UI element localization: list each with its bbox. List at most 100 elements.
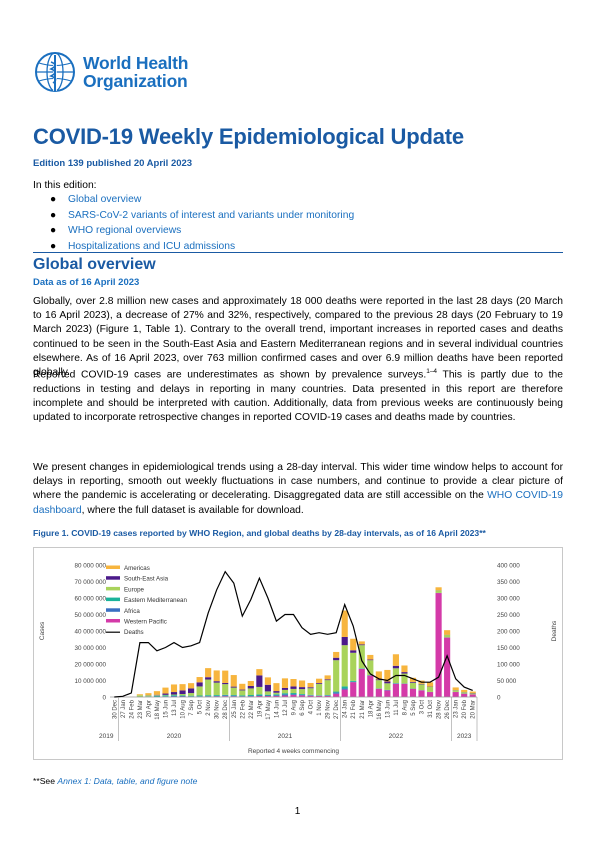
dashboard-link[interactable]: WHO COVID-19 dashboard bbox=[33, 490, 563, 516]
paragraph-text: This is partly due to the reductions in … bbox=[33, 369, 563, 424]
toc-item-variants[interactable]: ● SARS-CoV-2 variants of interest and var… bbox=[50, 208, 354, 224]
bar-segment-africa bbox=[333, 692, 340, 694]
edition-line: Edition 139 published 20 April 2023 bbox=[33, 158, 193, 169]
bar-segment-western-pacific bbox=[392, 683, 399, 697]
bar-segment-americas bbox=[298, 680, 306, 688]
bar-segment-south-east-asia bbox=[213, 681, 220, 683]
bar-segment-americas bbox=[264, 677, 271, 685]
bar-segment-americas bbox=[307, 682, 314, 688]
bar-segment-americas bbox=[452, 687, 459, 691]
toc-link[interactable]: Hospitalizations and ICU admissions bbox=[68, 240, 236, 252]
bar-segment-western-pacific bbox=[350, 682, 357, 697]
bar-segment-western-pacific bbox=[333, 693, 340, 697]
y-tick-label: 0 bbox=[102, 695, 106, 702]
bar-segment-americas bbox=[384, 669, 391, 682]
bar-segment-europe bbox=[469, 693, 476, 695]
bar-segment-south-east-asia bbox=[179, 690, 186, 695]
bar-segment-western-pacific bbox=[461, 693, 468, 697]
bar-segment-eastern-mediterranean bbox=[179, 695, 186, 697]
toc-item-global-overview[interactable]: ● Global overview bbox=[50, 192, 354, 208]
bar-segment-south-east-asia bbox=[264, 684, 271, 692]
bar-segment-americas bbox=[162, 687, 169, 694]
annex-link[interactable]: Annex 1: Data, table, and figure note bbox=[57, 776, 198, 786]
data-as-of-label: Data as of 16 April 2023 bbox=[33, 277, 140, 288]
who-emblem-icon bbox=[35, 52, 75, 92]
reference-superscript: 1–4 bbox=[426, 368, 438, 375]
x-tick-label: 20 Apr bbox=[146, 700, 152, 717]
bar-segment-europe bbox=[264, 691, 271, 695]
bar-segment-south-east-asia bbox=[170, 692, 178, 695]
bar-segment-europe bbox=[196, 686, 203, 696]
bar-segment-americas bbox=[469, 691, 476, 694]
bullet-icon: ● bbox=[50, 225, 57, 236]
section-heading: Global overview bbox=[33, 256, 156, 273]
bar-segment-americas bbox=[409, 677, 417, 682]
bar-segment-africa bbox=[230, 695, 237, 697]
bar-segment-eastern-mediterranean bbox=[196, 695, 203, 697]
bar-segment-western-pacific bbox=[452, 692, 459, 697]
bar-segment-eastern-mediterranean bbox=[281, 693, 289, 695]
year-label: 2022 bbox=[389, 733, 404, 740]
x-tick-label: 13 Jul bbox=[172, 700, 178, 716]
bar-segment-western-pacific bbox=[358, 668, 365, 697]
y2-tick-label: 250 000 bbox=[497, 612, 520, 619]
bullet-icon: ● bbox=[50, 209, 57, 221]
x-tick-label: 5 Oct bbox=[198, 700, 204, 715]
bar-segment-eastern-mediterranean bbox=[162, 695, 169, 697]
bar-segment-americas bbox=[435, 587, 442, 591]
toc-item-hospitalizations[interactable]: ● Hospitalizations and ICU admissions bbox=[50, 239, 354, 255]
bar-segment-europe bbox=[170, 694, 178, 696]
bar-segment-americas bbox=[350, 638, 357, 651]
y2-tick-label: 150 000 bbox=[497, 645, 520, 652]
x-tick-label: 23 Jan bbox=[454, 700, 460, 718]
bar-segment-western-pacific bbox=[298, 695, 306, 697]
bar-segment-western-pacific bbox=[341, 689, 348, 697]
bar-segment-south-east-asia bbox=[222, 682, 229, 685]
in-this-edition-label: In this edition: bbox=[33, 180, 97, 191]
bar-segment-eastern-mediterranean bbox=[188, 695, 195, 697]
bar-segment-europe bbox=[281, 689, 289, 694]
legend-label: South-East Asia bbox=[124, 576, 169, 583]
bar-segment-europe bbox=[230, 687, 237, 696]
bar-segment-western-pacific bbox=[222, 696, 229, 697]
bar-segment-europe bbox=[418, 684, 425, 691]
bar-segment-americas bbox=[426, 682, 434, 687]
bullet-icon: ● bbox=[50, 194, 57, 205]
bar-segment-americas bbox=[333, 651, 340, 658]
bar-segment-americas bbox=[230, 675, 237, 687]
bar-segment-americas bbox=[239, 683, 246, 690]
bar-segment-europe bbox=[307, 688, 314, 695]
bar-segment-americas bbox=[358, 641, 365, 645]
x-tick-label: 18 Apr bbox=[368, 700, 374, 717]
bar-segment-south-east-asia bbox=[307, 687, 314, 689]
bar-segment-south-east-asia bbox=[205, 677, 212, 680]
bar-segment-western-pacific bbox=[307, 695, 314, 697]
paragraph-text: Reported COVID-19 cases are underestimat… bbox=[33, 369, 427, 381]
section-divider bbox=[33, 252, 563, 253]
bar-segment-africa bbox=[170, 696, 178, 697]
bar-segment-americas bbox=[222, 670, 229, 683]
toc-link[interactable]: Global overview bbox=[68, 194, 142, 205]
year-label: 2020 bbox=[167, 733, 182, 740]
deaths-line bbox=[114, 570, 473, 698]
y2-tick-label: 400 000 bbox=[497, 563, 520, 570]
bar-segment-western-pacific bbox=[256, 696, 263, 697]
bar-segment-western-pacific bbox=[290, 695, 297, 697]
bar-segment-europe bbox=[384, 683, 391, 690]
bar-segment-eastern-mediterranean bbox=[256, 694, 263, 696]
bar-segment-americas bbox=[367, 654, 374, 660]
chart-canvas: 0 10 000 000 20 000 000 30 000 000 40 000 00… bbox=[39, 563, 558, 756]
x-tick-label: 3 Oct bbox=[420, 700, 426, 715]
bar-segment-africa bbox=[290, 694, 297, 696]
toc-link[interactable]: WHO regional overviews bbox=[68, 225, 182, 236]
bar-segment-eastern-mediterranean bbox=[264, 694, 271, 696]
who-logo[interactable]: World Health Organization bbox=[33, 50, 188, 94]
bar-segment-eastern-mediterranean bbox=[290, 693, 297, 695]
x-tick-label: 2 Nov bbox=[206, 700, 212, 716]
toc-item-regional-overviews[interactable]: ● WHO regional overviews bbox=[50, 223, 354, 239]
bar-segment-americas bbox=[401, 665, 408, 673]
bar-segment-americas bbox=[324, 675, 331, 680]
bar-segment-africa bbox=[273, 695, 280, 697]
toc-link[interactable]: SARS-CoV-2 variants of interest and vari… bbox=[68, 209, 355, 221]
